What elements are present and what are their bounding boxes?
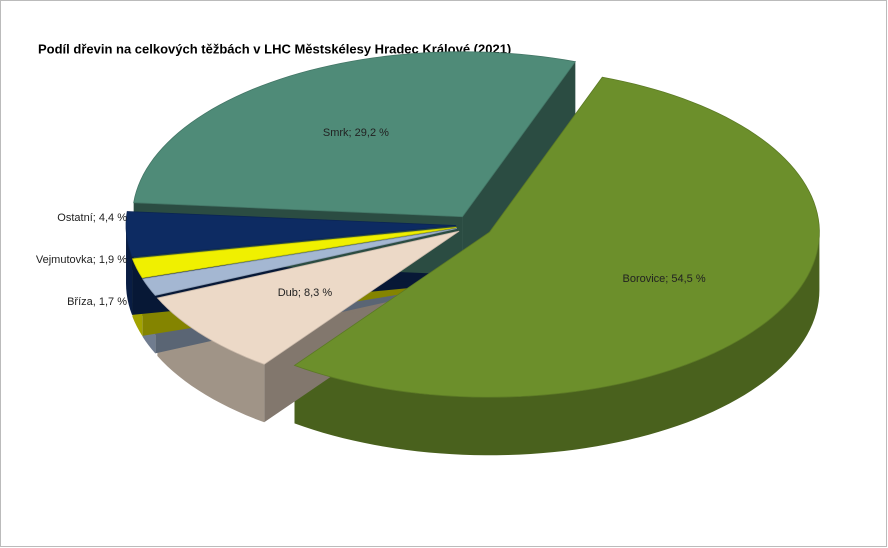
data-label: Ostatní; 4,4 % (57, 212, 127, 224)
slice (131, 227, 457, 279)
chart-title: Podíl dřevin na celkových těžbách v LHC … (38, 41, 511, 56)
data-label: Bříza, 1,7 % (67, 296, 127, 308)
pie (125, 51, 820, 456)
slice (125, 211, 457, 258)
slice (142, 228, 458, 296)
data-label: Smrk; 29,2 % (323, 127, 389, 139)
slice-side (126, 225, 133, 315)
slice-cut-face (462, 61, 576, 275)
slice (293, 76, 820, 398)
data-label: Borovice; 54,5 % (622, 273, 705, 285)
labels: Smrk; 29,2 % Ostatní; 4,4 % Vejmutovka; 1,… (36, 127, 706, 308)
slice (156, 230, 460, 365)
slice (133, 51, 577, 218)
data-label: Dub; 8,3 % (278, 287, 333, 299)
data-label: Vejmutovka; 1,9 % (36, 254, 127, 266)
slice-side (294, 232, 820, 456)
